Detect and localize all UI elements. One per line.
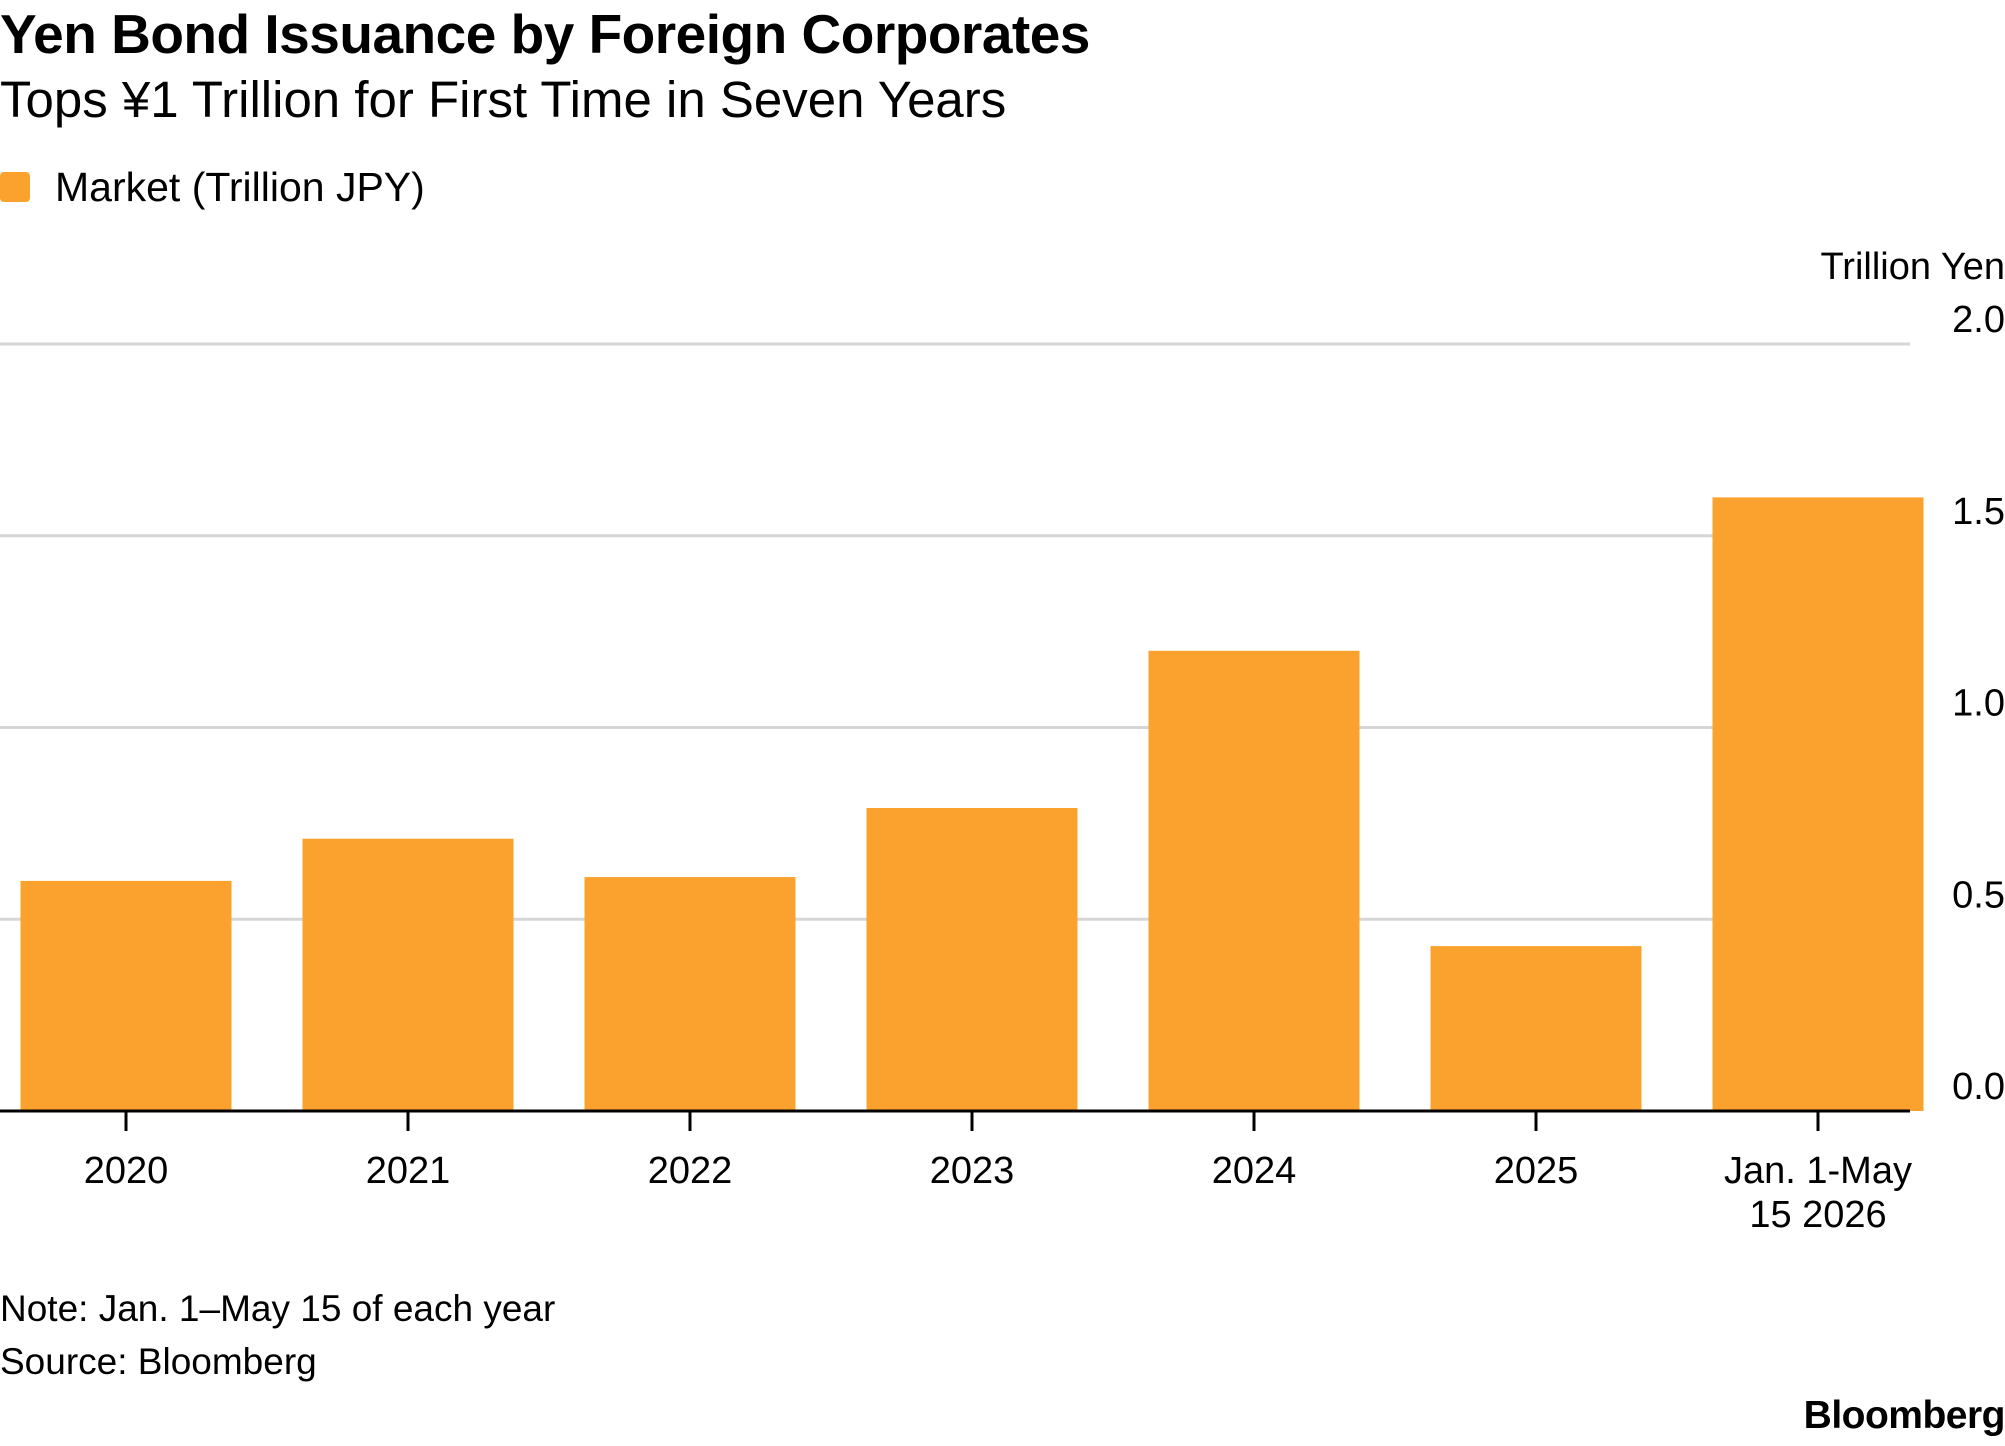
y-tick-label: 1.5 xyxy=(1952,491,2005,533)
x-tick-label: Jan. 1-May xyxy=(1724,1150,1912,1192)
bar xyxy=(1430,946,1642,1111)
bar xyxy=(866,808,1078,1111)
legend: Market (Trillion JPY) xyxy=(0,162,425,212)
chart-title: Yen Bond Issuance by Foreign Corporates xyxy=(0,3,1090,65)
bar-chart: 0.0 0.5 1.0 1.5 2.0 Trillion Yen 2020 2021 2022 2… xyxy=(0,246,2005,1230)
y-tick-label: 1.0 xyxy=(1952,683,2005,725)
bar xyxy=(1712,497,1924,1111)
y-axis-unit-label: Trillion Yen xyxy=(1821,246,2005,288)
legend-swatch xyxy=(0,172,30,202)
x-tick-label: 2024 xyxy=(1212,1150,1297,1192)
x-tick-label: 2020 xyxy=(84,1150,169,1192)
x-tick-label: 2023 xyxy=(930,1150,1015,1192)
legend-label: Market (Trillion JPY) xyxy=(55,163,425,210)
bar xyxy=(584,877,796,1111)
chart-subtitle: Tops ¥1 Trillion for First Time in Seven… xyxy=(0,71,1007,128)
x-tick-label: 2025 xyxy=(1494,1150,1579,1192)
bar xyxy=(20,880,232,1111)
x-tick-label: 15 2026 xyxy=(1749,1194,1886,1230)
x-tick-label: 2022 xyxy=(648,1150,733,1192)
chart-note: Note: Jan. 1–May 15 of each year xyxy=(0,1288,556,1329)
bloomberg-logo: Bloomberg xyxy=(1803,1394,2005,1437)
bar xyxy=(1148,650,1360,1111)
y-tick-label: 0.5 xyxy=(1952,874,2005,916)
y-tick-label: 2.0 xyxy=(1952,299,2005,341)
y-tick-label: 0.0 xyxy=(1952,1066,2005,1108)
chart-source: Source: Bloomberg xyxy=(0,1341,317,1382)
bar xyxy=(302,838,514,1111)
x-tick-label: 2021 xyxy=(366,1150,451,1192)
